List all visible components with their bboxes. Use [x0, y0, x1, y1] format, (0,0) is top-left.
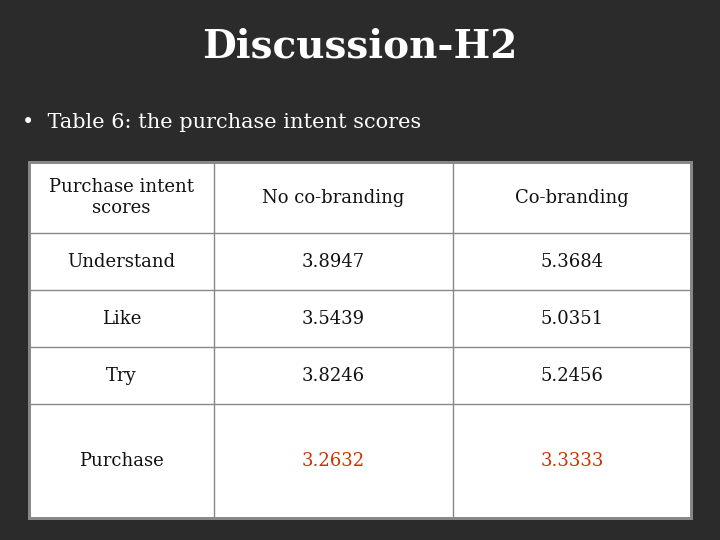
Text: Try: Try: [107, 367, 137, 385]
Text: 3.8947: 3.8947: [302, 253, 365, 271]
Text: Co-branding: Co-branding: [515, 188, 629, 207]
Text: 3.3333: 3.3333: [540, 453, 603, 470]
Text: Like: Like: [102, 310, 141, 328]
Text: 3.5439: 3.5439: [302, 310, 365, 328]
Text: No co-branding: No co-branding: [262, 188, 405, 207]
Text: 5.3684: 5.3684: [541, 253, 603, 271]
Text: •  Table 6: the purchase intent scores: • Table 6: the purchase intent scores: [22, 113, 421, 132]
Text: Understand: Understand: [68, 253, 176, 271]
Text: 5.0351: 5.0351: [541, 310, 603, 328]
Text: Purchase intent
scores: Purchase intent scores: [49, 178, 194, 217]
Text: Purchase: Purchase: [79, 453, 164, 470]
Text: 3.2632: 3.2632: [302, 453, 365, 470]
Text: 3.8246: 3.8246: [302, 367, 365, 385]
Text: Discussion-H2: Discussion-H2: [202, 27, 518, 65]
FancyBboxPatch shape: [29, 162, 691, 518]
Text: 5.2456: 5.2456: [541, 367, 603, 385]
